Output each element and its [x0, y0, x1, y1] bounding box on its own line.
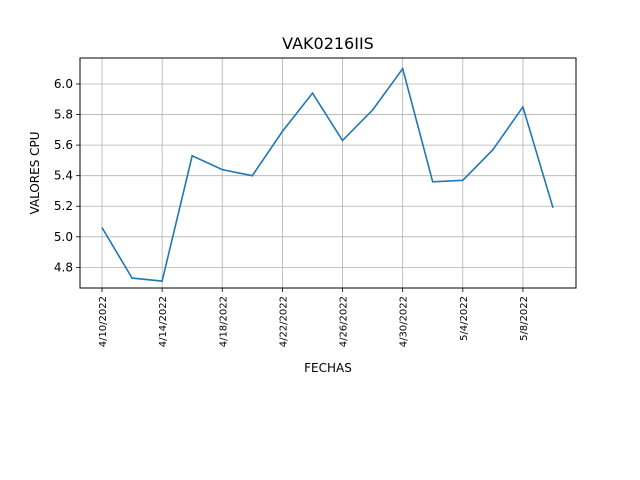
y-tick-label: 5.2 [54, 199, 73, 213]
y-axis-label: VALORES CPU [28, 131, 42, 214]
x-tick-label: 4/18/2022 [218, 296, 229, 347]
x-axis-label: FECHAS [304, 361, 352, 375]
series-line [101, 66, 554, 282]
plot-frame [79, 57, 577, 289]
ticks: 4/10/2022 4/14/2022 4/18/2022 4/22/2022 4/26… [54, 77, 530, 347]
x-tick-label: 4/14/2022 [158, 296, 169, 347]
y-tick-label: 5.4 [54, 169, 73, 183]
y-tick-label: 5.8 [54, 108, 73, 122]
y-tick-label: 5.0 [54, 230, 73, 244]
y-tick-label: 6.0 [54, 77, 73, 91]
y-tick-label: 4.8 [54, 260, 73, 274]
chart-title: VAK0216IIS [282, 34, 374, 53]
grid [80, 58, 576, 288]
x-tick-label: 4/10/2022 [98, 296, 109, 347]
x-tick-label: 5/8/2022 [519, 296, 530, 341]
y-tick-label: 5.6 [54, 138, 73, 152]
x-tick-label: 4/30/2022 [399, 296, 410, 347]
x-tick-label: 5/4/2022 [459, 296, 470, 341]
x-tick-label: 4/22/2022 [278, 296, 289, 347]
x-tick-label: 4/26/2022 [339, 296, 350, 347]
